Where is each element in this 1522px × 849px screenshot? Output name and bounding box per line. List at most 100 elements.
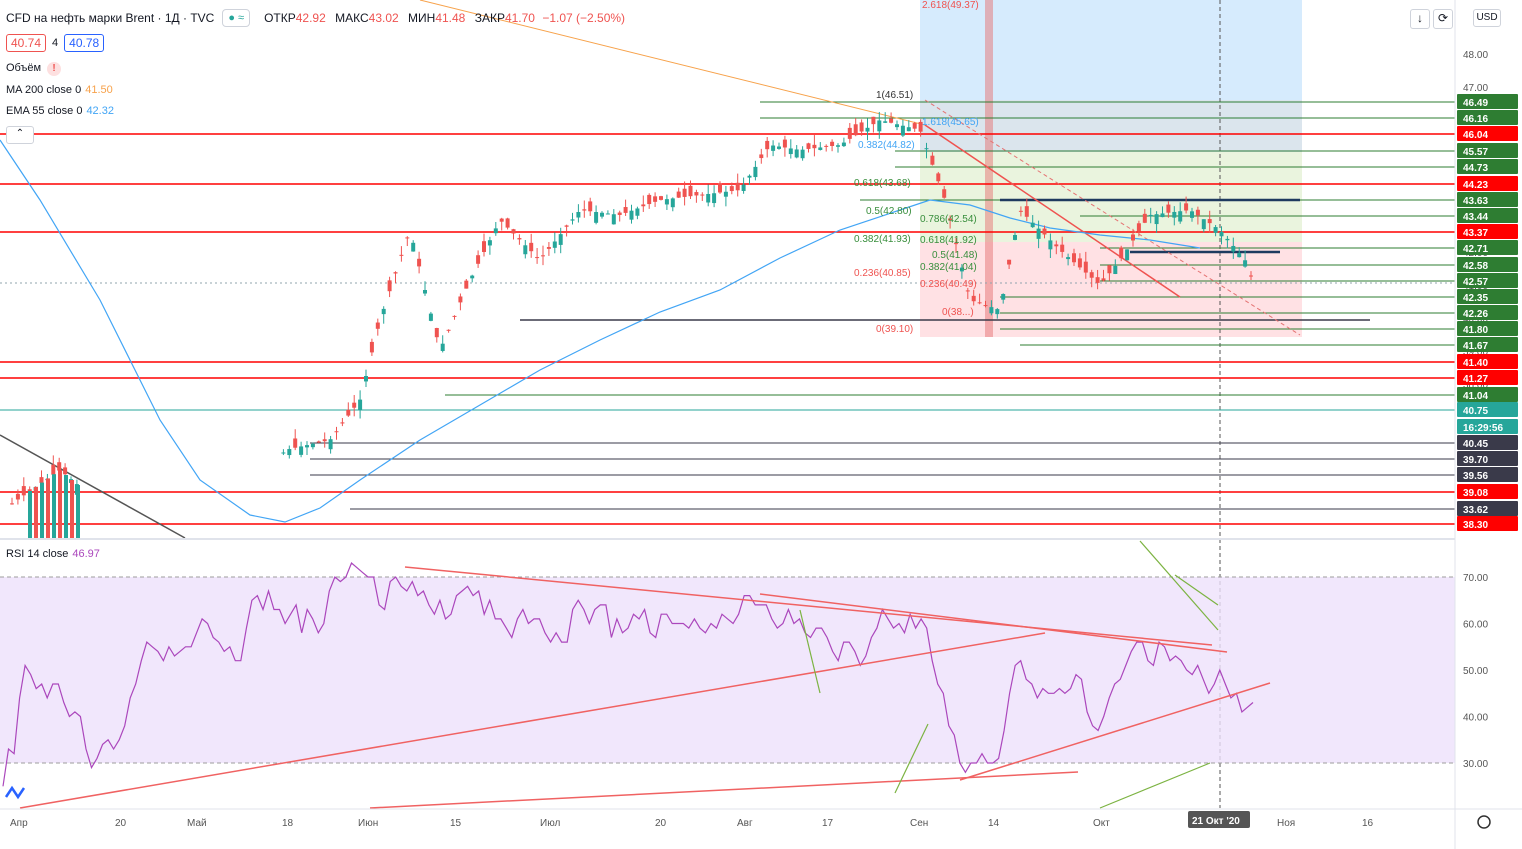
candle-body	[452, 315, 457, 317]
low-label: МИН	[408, 11, 436, 25]
candle-body	[1237, 253, 1242, 258]
candle-body	[1136, 223, 1141, 232]
candle-body	[782, 139, 787, 148]
sell-price-button[interactable]: 40.74	[6, 34, 47, 52]
candle-body	[753, 166, 758, 178]
candle-body	[741, 184, 746, 191]
candle-body	[600, 212, 604, 217]
arrow-down-icon[interactable]: ↓	[1410, 9, 1430, 29]
currency-badge[interactable]: USD	[1473, 9, 1501, 27]
candle-body	[505, 218, 510, 228]
candle-body	[310, 443, 315, 448]
rsi-trend-line	[759, 593, 1228, 653]
candle-body	[64, 475, 68, 538]
candle-body	[34, 486, 38, 538]
volume-legend[interactable]: Объём!	[6, 62, 62, 76]
fib-label-right: 1.618(45.65)	[922, 117, 979, 128]
candle-body	[464, 280, 469, 289]
price-label: 40.75	[1463, 406, 1488, 417]
candle-body	[340, 422, 345, 424]
candle-body	[564, 225, 569, 227]
candle-body	[771, 145, 776, 151]
ma-legend[interactable]: MA 200 close 0 41.50	[6, 84, 113, 96]
candle-body	[1030, 222, 1035, 228]
candle-body	[293, 438, 298, 448]
candle-body	[399, 254, 404, 256]
candle-body	[1066, 257, 1071, 260]
candle-body	[1024, 206, 1029, 217]
change-value: −1.07 (−2.50%)	[542, 11, 626, 25]
rsi-green-line	[1099, 762, 1211, 809]
candle-body	[1007, 259, 1012, 265]
rsi-legend[interactable]: RSI 14 close 46.97	[6, 548, 100, 560]
refresh-icon[interactable]: ⟳	[1433, 9, 1453, 29]
candle-body	[688, 185, 693, 197]
trade-panel: 40.74 4 40.78	[6, 34, 105, 52]
candle-body	[900, 125, 905, 136]
candle-body	[989, 307, 994, 314]
time-label: 21 Окт '20	[1192, 816, 1240, 827]
candle-body	[936, 173, 941, 182]
time-tick: 17	[822, 818, 834, 829]
candle-body	[541, 255, 545, 257]
market-status-pill[interactable]: ● ≈	[222, 9, 251, 27]
candle-body	[369, 341, 374, 353]
price-label: 42.26	[1463, 309, 1488, 320]
candle-body	[930, 155, 935, 165]
candle-body	[305, 445, 309, 448]
candle-body	[1060, 244, 1065, 252]
ema-label: EMA 55 close 0	[6, 105, 83, 117]
candle-body	[1018, 210, 1023, 212]
price-tick: 39.00	[1463, 347, 1488, 358]
time-tick: Апр	[10, 818, 28, 829]
candle-body	[63, 467, 68, 475]
candle-body	[482, 241, 486, 252]
candle-body	[381, 308, 386, 315]
candle-body	[1142, 213, 1147, 223]
candle-body	[352, 402, 357, 408]
fib-zone-grey	[920, 100, 1302, 152]
candle-body	[364, 376, 368, 382]
candle-body	[70, 480, 74, 538]
collapse-legend-button[interactable]: ⌃	[6, 126, 34, 144]
candle-body	[623, 207, 628, 213]
candle-body	[788, 148, 793, 155]
price-label: 40.45	[1463, 439, 1488, 450]
candle-body	[417, 258, 422, 267]
candle-body	[865, 127, 870, 132]
candle-body	[729, 186, 734, 192]
candle-body	[653, 196, 658, 202]
time-tick: Май	[187, 818, 207, 829]
candle-body	[1048, 240, 1053, 250]
time-tick: 18	[282, 818, 294, 829]
symbol-title[interactable]: CFD на нефть марки Brent · 1Д · TVC	[6, 11, 215, 25]
ema-legend[interactable]: EMA 55 close 0 42.32	[6, 105, 114, 117]
candle-body	[723, 191, 728, 197]
price-label-box	[1457, 126, 1518, 141]
time-tick: Сен	[910, 818, 928, 829]
volume-label: Объём	[6, 62, 42, 74]
price-label-box	[1457, 224, 1518, 239]
candle-body	[694, 192, 699, 196]
price-label: 42.71	[1463, 244, 1488, 255]
price-label: 41.27	[1463, 374, 1488, 385]
price-label: 33.62	[1463, 505, 1488, 516]
candle-body	[1166, 204, 1171, 213]
buy-price-button[interactable]: 40.78	[64, 34, 105, 52]
warning-icon[interactable]: !	[47, 62, 62, 76]
price-label: 39.70	[1463, 455, 1488, 466]
rsi-tick: 70.00	[1463, 573, 1488, 584]
candle-body	[1013, 235, 1017, 240]
candle-body	[605, 213, 610, 215]
price-label-box	[1457, 484, 1518, 499]
close-label: ЗАКР	[474, 11, 505, 25]
ohlc-values: ОТКР42.92 МАКС43.02 МИН41.48 ЗАКР41.70 −…	[258, 11, 625, 25]
low-value: 41.48	[435, 11, 466, 25]
candle-body	[889, 118, 894, 123]
candle-body	[358, 399, 363, 410]
open-label: ОТКР	[264, 11, 296, 25]
ma-200-line	[419, 0, 926, 126]
candle-body	[818, 147, 823, 150]
fib-label-left: 0.5(42.80)	[866, 206, 912, 217]
